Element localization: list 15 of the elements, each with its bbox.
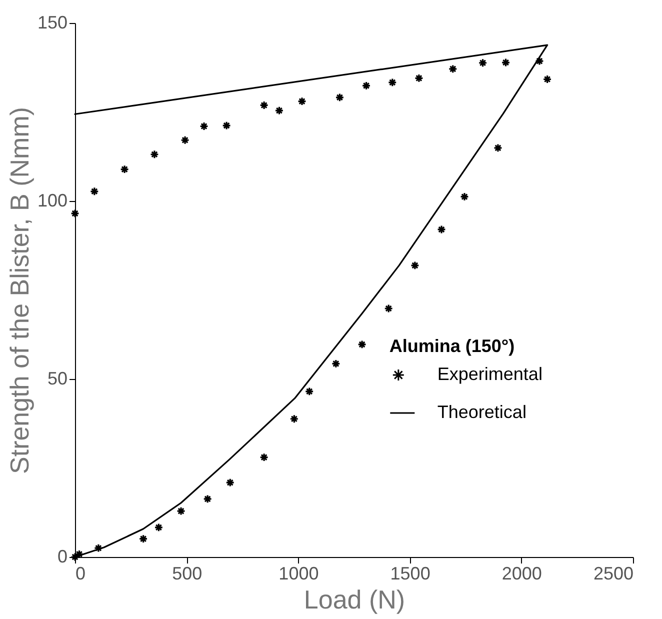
x-tick-label: 2000 xyxy=(502,564,542,584)
legend-label: Experimental xyxy=(437,364,542,384)
x-tick-label: 0 xyxy=(76,564,86,584)
legend-title: Alumina (150°) xyxy=(389,336,515,356)
x-tick-label: 1000 xyxy=(278,564,319,584)
y-tick-label: 150 xyxy=(37,12,68,32)
x-tick-label: 1500 xyxy=(390,564,430,584)
x-tick-label: 2500 xyxy=(593,564,634,584)
y-tick-label: 0 xyxy=(57,546,68,566)
y-tick-label: 100 xyxy=(37,190,68,210)
y-axis-title: Strength of the Blister, B (Nmm) xyxy=(4,106,34,474)
y-tick-label: 50 xyxy=(47,368,68,388)
x-axis-title: Load (N) xyxy=(304,584,406,614)
legend-label: Theoretical xyxy=(437,402,526,422)
x-tick-label: 500 xyxy=(172,564,202,584)
